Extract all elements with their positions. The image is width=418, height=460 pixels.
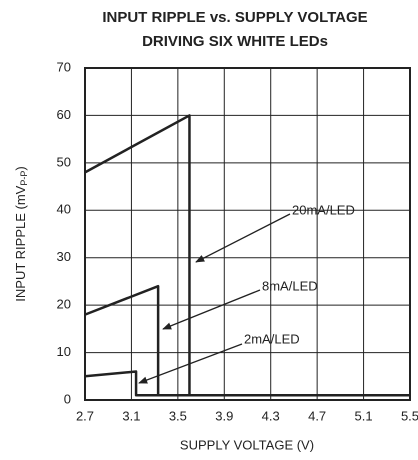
x-tick-label: 3.9 [215, 408, 233, 423]
annotations: 20mA/LED 8mA/LED 2mA/LED [138, 202, 355, 384]
y-tick-label: 60 [57, 107, 71, 122]
x-tick-label: 4.7 [308, 408, 326, 423]
y-tick-label: 50 [57, 154, 71, 169]
annotation: 2mA/LED [244, 331, 300, 346]
annotation: 8mA/LED [262, 278, 318, 293]
y-tick-label: 20 [57, 297, 71, 312]
y-tick-label: 70 [57, 59, 71, 74]
x-tick-label: 5.1 [355, 408, 373, 423]
y-axis-label: INPUT RIPPLE (mVP-P) [13, 166, 29, 301]
y-axis-label-part: INPUT RIPPLE (mV [13, 185, 28, 301]
y-tick-label: 40 [57, 202, 71, 217]
annotation: 20mA/LED [292, 202, 355, 217]
x-axis-label: SUPPLY VOLTAGE (V) [180, 437, 314, 452]
y-tick-label: 30 [57, 249, 71, 264]
x-tick-label: 3.5 [169, 408, 187, 423]
x-tick-label: 5.5 [401, 408, 418, 423]
x-tick-label: 2.7 [76, 408, 94, 423]
x-tick-label: 4.3 [262, 408, 280, 423]
arrow [162, 289, 261, 330]
arrow [195, 213, 291, 263]
plot-frame [84, 67, 411, 401]
y-tick-label: 10 [57, 344, 71, 359]
y-tick-label: 0 [64, 391, 71, 406]
arrow [138, 343, 243, 384]
series-line [84, 114, 410, 397]
series-line [84, 370, 410, 397]
y-axis-label-part: ) [13, 166, 28, 170]
chart-title: DRIVING SIX WHITE LEDs [142, 33, 328, 50]
y-axis-label-sub: P-P [19, 171, 29, 186]
chart-title: INPUT RIPPLE vs. SUPPLY VOLTAGE [102, 9, 367, 26]
x-tick-label: 3.1 [122, 408, 140, 423]
